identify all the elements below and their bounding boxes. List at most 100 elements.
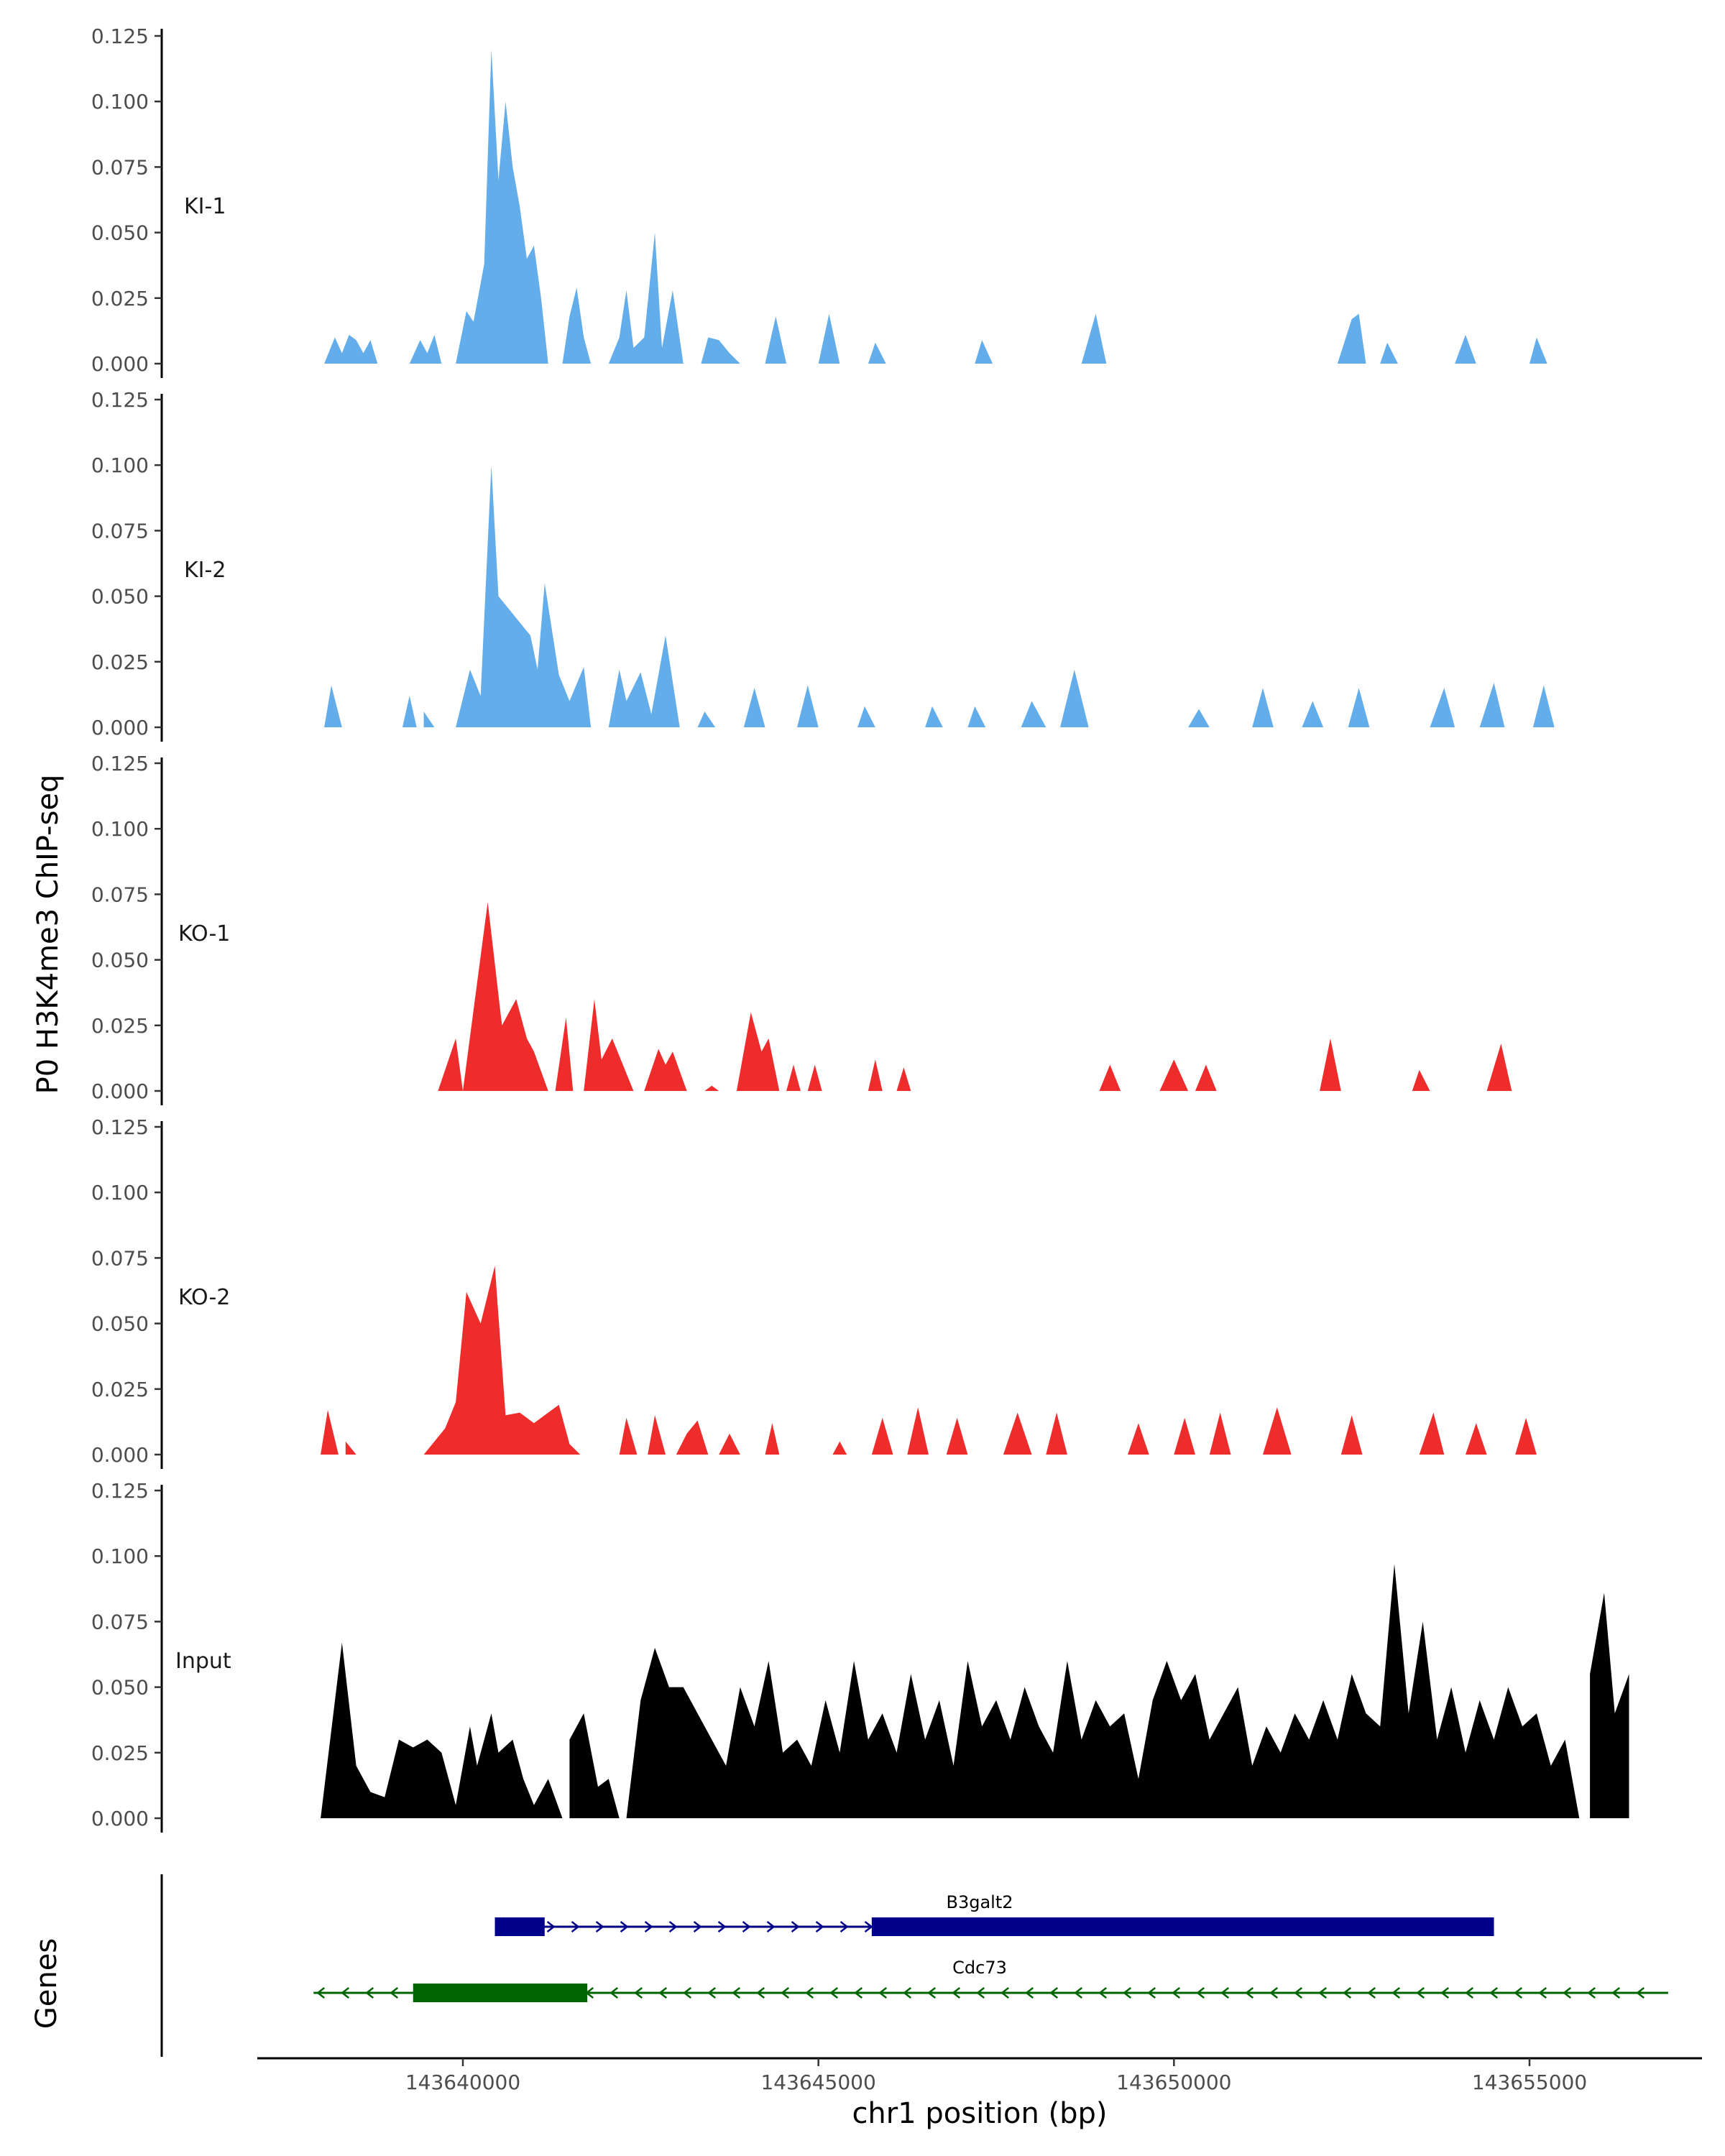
- strand-chevron: [1611, 1987, 1621, 1999]
- signal-peak: [456, 465, 592, 727]
- signal-peak: [423, 711, 435, 727]
- signal-peak: [644, 1049, 687, 1091]
- signal-peak: [868, 342, 886, 364]
- signal-peak: [1252, 688, 1274, 727]
- strand-chevron: [766, 1921, 776, 1932]
- y-tick-label: 0.000: [91, 1807, 149, 1830]
- signal-peak: [1532, 685, 1555, 727]
- signal-peak: [1590, 1593, 1629, 1818]
- strand-chevron: [546, 1921, 556, 1932]
- strand-chevron: [952, 1987, 961, 1999]
- y-tick-label: 0.125: [91, 752, 149, 775]
- strand-chevron: [1123, 1987, 1132, 1999]
- y-tick-label: 0.075: [91, 1246, 149, 1270]
- track-ko-2: 0.000 0.025 0.050 0.075 0.100 0.125 KO-2: [91, 1115, 1537, 1469]
- strand-chevron: [840, 1921, 849, 1932]
- track-label: KI-1: [184, 194, 226, 219]
- signal-peak: [608, 232, 684, 364]
- strand-chevron: [1392, 1987, 1401, 1999]
- strand-chevron: [854, 1987, 863, 1999]
- track-ko-1: 0.000 0.025 0.050 0.075 0.100 0.125 KO-1: [91, 752, 1512, 1105]
- signal-peak: [569, 1713, 620, 1818]
- y-tick-label: 0.025: [91, 1014, 149, 1038]
- signal-peak: [1128, 1423, 1149, 1455]
- signal-peak: [1530, 337, 1547, 364]
- track-label: KO-2: [178, 1285, 230, 1310]
- signal-peak: [765, 1423, 780, 1455]
- signal-peak: [608, 635, 680, 727]
- y-tick-label: 0.100: [91, 90, 149, 114]
- signal-peak: [1188, 709, 1210, 727]
- y-tick-label: 0.075: [91, 1610, 149, 1634]
- signal-peak: [818, 313, 840, 364]
- strand-chevron: [1294, 1987, 1303, 1999]
- strand-chevron: [644, 1921, 653, 1932]
- x-axis: 143640000 143645000 143650000 143655000: [257, 2057, 1702, 2094]
- signal-peak: [1466, 1423, 1487, 1455]
- signal-peak: [896, 1067, 911, 1091]
- signal-peak: [1412, 1069, 1430, 1091]
- signal-peak: [1380, 342, 1398, 364]
- y-tick-label: 0.125: [91, 1479, 149, 1503]
- x-tick-label: 143645000: [760, 2070, 875, 2094]
- strand-chevron: [634, 1987, 643, 1999]
- signal-peak: [1455, 334, 1476, 364]
- track-ki-1: 0.000 0.025 0.050 0.075 0.100 0.125 KI-1: [91, 24, 1547, 378]
- signal-peak: [832, 1441, 847, 1455]
- strand-chevron: [1416, 1987, 1425, 1999]
- track-label: Input: [175, 1649, 231, 1674]
- track-label: KI-2: [184, 558, 226, 583]
- gene-track: B3galt2 Cdc73: [160, 1874, 1668, 2057]
- signal-peak: [1340, 1415, 1363, 1455]
- y-tick-label: 0.025: [91, 1741, 149, 1765]
- strand-chevron: [976, 1987, 985, 1999]
- signal-peak: [736, 1012, 780, 1091]
- signal-peak: [584, 999, 634, 1091]
- y-tick-label: 0.025: [91, 287, 149, 310]
- y-tick-label: 0.075: [91, 155, 149, 179]
- strand-chevron: [1147, 1987, 1156, 1999]
- strand-chevron: [620, 1921, 629, 1932]
- strand-chevron: [610, 1987, 619, 1999]
- gene-name-label: B3galt2: [946, 1892, 1013, 1912]
- strand-chevron: [1098, 1987, 1108, 1999]
- strand-chevron: [1318, 1987, 1328, 1999]
- signal-peak: [871, 1417, 893, 1455]
- signal-peak: [797, 685, 819, 727]
- signal-peak: [1099, 1064, 1121, 1091]
- signal-peak: [786, 1064, 801, 1091]
- strand-chevron: [1563, 1987, 1572, 1999]
- signal-peak: [1021, 701, 1046, 727]
- strand-chevron: [390, 1987, 399, 1999]
- y-tick-label: 0.025: [91, 1378, 149, 1401]
- y-tick-label: 0.125: [91, 388, 149, 412]
- y-tick-label: 0.025: [91, 650, 149, 674]
- strand-chevron: [595, 1921, 604, 1932]
- strand-chevron: [903, 1987, 912, 1999]
- tracks: 0.0000.0250.0500.0750.1000.125KI-10.0000…: [91, 24, 1629, 1833]
- strand-chevron: [742, 1921, 751, 1932]
- signal-peak: [1003, 1412, 1032, 1455]
- y-tick-label: 0.125: [91, 24, 149, 48]
- signal-peak: [324, 334, 378, 364]
- strand-chevron: [1220, 1987, 1230, 1999]
- x-axis-title: chr1 position (bp): [852, 2097, 1107, 2130]
- signal-peak: [1337, 313, 1366, 364]
- signal-peak: [697, 711, 716, 727]
- gene-exon: [413, 1984, 588, 2002]
- gene-cdc73: Cdc73: [313, 1958, 1668, 2002]
- y-axis-title: P0 H3K4me3 ChIP-seq: [32, 775, 65, 1095]
- strand-chevron: [732, 1987, 741, 1999]
- signal-peak: [701, 337, 740, 364]
- strand-chevron: [683, 1987, 692, 1999]
- signal-peak: [719, 1433, 740, 1455]
- signal-peak: [925, 706, 943, 727]
- strand-chevron: [1269, 1987, 1279, 1999]
- signal-peak: [1081, 313, 1107, 364]
- strand-chevron: [878, 1987, 888, 1999]
- y-tick-label: 0.000: [91, 352, 149, 376]
- signal-peak: [1263, 1407, 1292, 1455]
- signal-peak: [562, 287, 592, 364]
- strand-chevron: [781, 1987, 790, 1999]
